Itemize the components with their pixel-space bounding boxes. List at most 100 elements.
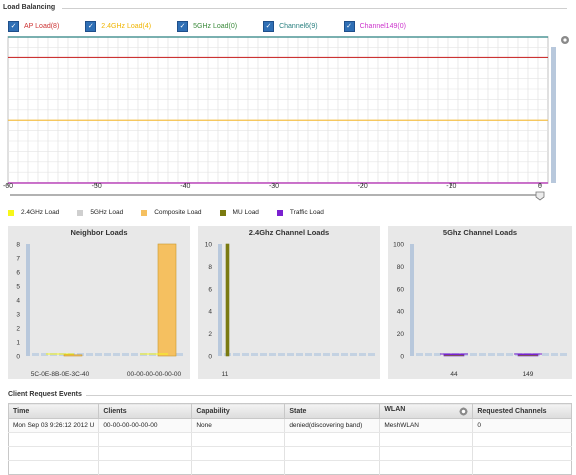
legend-item[interactable]: ✓ Channel149(0)	[343, 20, 406, 32]
gear-icon	[561, 36, 569, 44]
y-tick-label: 0	[400, 354, 404, 361]
cell-wlan: MeshWLAN	[379, 418, 474, 433]
col-clients[interactable]: Clients	[98, 403, 193, 419]
baseline-block	[41, 353, 48, 356]
bar-legend-label: MU Load	[232, 209, 259, 216]
x-tick-label: -30	[269, 183, 279, 190]
table-row[interactable]: Mon Sep 03 9:26:12 2012 U 00-00-00-00-00…	[8, 418, 572, 433]
baseline-block	[488, 353, 495, 356]
baseline-block	[251, 353, 258, 356]
y-tick-label: 40	[397, 309, 405, 316]
baseline-block	[359, 353, 366, 356]
ch24-loads-panel: 2.4Ghz Channel Loads 0 2 4 6 8 10 11	[198, 226, 380, 379]
table-header-row: Time Clients Capability State WLAN Reque…	[8, 403, 572, 419]
y-tick-label: 0	[16, 354, 20, 361]
legend-label: Channel149(0)	[359, 22, 406, 30]
ch5-loads-chart: 0 20 40 60 80 100 44 149	[393, 242, 567, 378]
baseline-block	[242, 353, 249, 356]
baseline-block	[470, 353, 477, 356]
cell-clients: 00-00-00-00-00-00	[98, 418, 193, 433]
ch24-loads-chart: 0 2 4 6 8 10 11	[205, 242, 375, 378]
baseline-block	[104, 353, 111, 356]
ch5-loads-panel: 5Ghz Channel Loads 0 20 40 60 80 100 44 149	[388, 226, 572, 379]
y-axis-bar	[218, 244, 222, 356]
load-line-chart: -60 -50 -40 -30 -20 -10 0	[3, 36, 569, 201]
baseline-block	[278, 353, 285, 356]
y-tick-label: 8	[208, 264, 212, 271]
bar-legend-item[interactable]: 5GHz Load	[77, 209, 123, 216]
col-wlan[interactable]: WLAN	[379, 403, 474, 419]
legend-label: 5GHz Load(0)	[193, 22, 238, 30]
bar	[157, 243, 177, 357]
time-slider-handle[interactable]	[535, 191, 545, 201]
y-tick-label: 4	[16, 298, 20, 305]
baseline-block	[77, 353, 84, 356]
baseline-block	[287, 353, 294, 356]
table-row-empty	[8, 432, 572, 447]
table-row-empty	[8, 446, 572, 461]
legend-item[interactable]: ✓ 2.4GHz Load(4)	[85, 20, 151, 32]
client-events-title: Client Request Events	[8, 391, 82, 398]
x-tick-label: 5C-0E-8B-0E-3C-40	[31, 371, 90, 378]
bar	[517, 354, 539, 357]
y-tick-label: 0	[208, 354, 212, 361]
checkbox-icon[interactable]: ✓	[85, 20, 97, 32]
x-tick-label: 0	[538, 183, 542, 190]
bar-chart-legend: 2.4GHz Load 5GHz Load Composite Load MU Loa…	[8, 209, 342, 216]
y-tick-label: 6	[208, 286, 212, 293]
x-tick-label: -40	[180, 183, 190, 190]
baseline-block	[497, 353, 504, 356]
x-tick-label: -60	[3, 183, 13, 190]
baseline-block	[479, 353, 486, 356]
y-tick-label: 6	[16, 270, 20, 277]
table-row-empty	[8, 460, 572, 475]
bar-legend-item[interactable]: Composite Load	[141, 209, 202, 216]
y-tick-label: 2	[16, 326, 20, 333]
legend-swatch	[219, 209, 226, 216]
y-tick-label: 3	[16, 312, 20, 319]
baseline-block	[122, 353, 129, 356]
baseline-block	[416, 353, 423, 356]
bar-legend-item[interactable]: 2.4GHz Load	[8, 209, 59, 216]
vertical-scrollbar	[551, 47, 556, 183]
baseline-block	[296, 353, 303, 356]
baseline-block	[269, 353, 276, 356]
legend-item[interactable]: ✓ Channel6(9)	[263, 20, 318, 32]
col-wlan-label: WLAN	[384, 406, 406, 413]
y-tick-label: 5	[16, 284, 20, 291]
baseline-block	[350, 353, 357, 356]
baseline-block	[323, 353, 330, 356]
baseline-block	[332, 353, 339, 356]
legend-label: Channel6(9)	[279, 22, 318, 30]
load-legend: ✓ AP Load(8) ✓ 2.4GHz Load(4) ✓ 5GHz Load(0) ✓…	[8, 20, 432, 32]
cell-capability: None	[191, 418, 286, 433]
title-divider	[62, 8, 567, 9]
checkbox-icon[interactable]: ✓	[177, 20, 189, 32]
legend-item[interactable]: ✓ 5GHz Load(0)	[177, 20, 238, 32]
col-state[interactable]: State	[284, 403, 381, 419]
baseline-block	[425, 353, 432, 356]
col-capability[interactable]: Capability	[191, 403, 286, 419]
baseline-block	[131, 353, 138, 356]
col-time[interactable]: Time	[8, 403, 100, 419]
bar-legend-item[interactable]: Traffic Load	[276, 209, 324, 216]
baseline-block	[233, 353, 240, 356]
neighbor-loads-title: Neighbor Loads	[70, 228, 128, 237]
legend-swatch	[276, 209, 283, 216]
legend-swatch	[77, 209, 84, 216]
checkbox-icon[interactable]: ✓	[8, 20, 19, 32]
legend-label: AP Load(8)	[24, 22, 60, 30]
col-requested-channels[interactable]: Requested Channels	[472, 403, 572, 419]
y-axis-bar	[410, 244, 414, 356]
bar-legend-item[interactable]: MU Load	[219, 209, 259, 216]
legend-swatch	[8, 209, 14, 216]
legend-item[interactable]: ✓ AP Load(8)	[8, 20, 60, 32]
load-balancing-title: Load Balancing	[3, 4, 56, 11]
checkbox-icon[interactable]: ✓	[343, 20, 355, 32]
y-tick-label: 7	[16, 256, 20, 263]
gear-icon[interactable]	[459, 407, 469, 416]
checkbox-icon[interactable]: ✓	[263, 20, 275, 32]
neighbor-loads-panel: Neighbor Loads 0 1 2 3 4 5 6 7 8 5C-0E-8B-0E-3C-4…	[8, 226, 190, 379]
bar-legend-label: Traffic Load	[289, 209, 324, 216]
baseline-block	[560, 353, 567, 356]
